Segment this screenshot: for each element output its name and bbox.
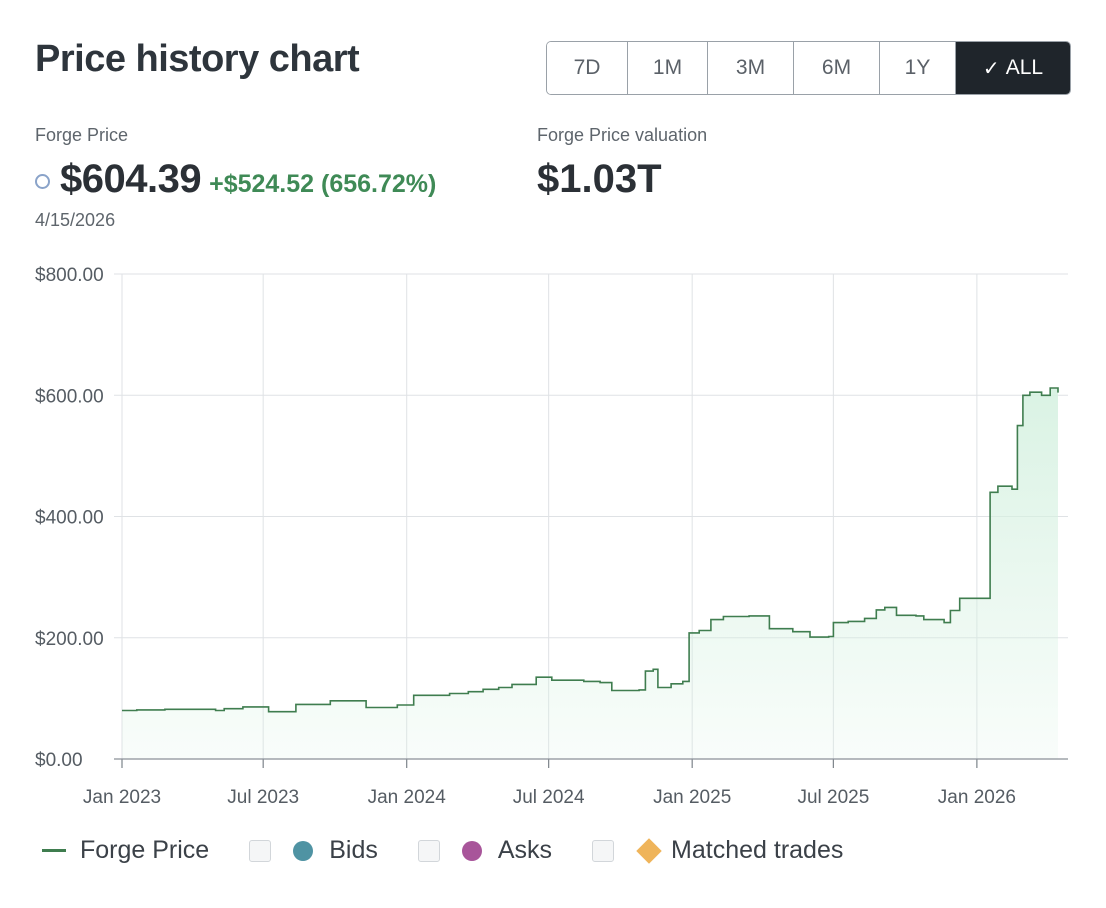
price-date: 4/15/2026 xyxy=(35,210,116,230)
legend-matched-trades[interactable]: Matched trades xyxy=(592,836,843,865)
x-tick-label: Jan 2026 xyxy=(938,787,1016,808)
line-swatch-icon xyxy=(42,849,66,852)
price-area xyxy=(122,388,1058,759)
range-label: 7D xyxy=(573,56,601,79)
legend-label: Bids xyxy=(329,836,378,864)
price-change: +$524.52 (656.72%) xyxy=(209,170,437,198)
x-tick-label: Jan 2025 xyxy=(653,787,731,808)
check-icon: ✓ xyxy=(982,57,1000,80)
x-tick-label: Jan 2024 xyxy=(368,787,447,808)
current-price: $604.39 xyxy=(60,157,202,201)
page-title: Price history chart xyxy=(35,38,360,80)
legend-label: Forge Price xyxy=(80,836,210,864)
y-tick-label: $800.00 xyxy=(35,265,104,286)
valuation-label: Forge Price valuation xyxy=(537,125,708,145)
price-row: $604.39 +$524.52 (656.72%) xyxy=(35,157,436,202)
range-label: 1Y xyxy=(904,56,931,79)
diamond-icon xyxy=(636,837,662,864)
bids-dot-icon xyxy=(293,840,314,861)
range-1m-button[interactable]: 1M xyxy=(628,42,708,94)
legend-label: Matched trades xyxy=(671,836,844,864)
range-7d-button[interactable]: 7D xyxy=(547,42,628,94)
range-label: 3M xyxy=(735,56,766,79)
asks-checkbox[interactable] xyxy=(417,839,440,862)
price-label: Forge Price xyxy=(35,125,129,145)
chart-legend: Forge Price Bids Asks Matched trades xyxy=(42,836,883,865)
legend-asks[interactable]: Asks xyxy=(417,836,553,865)
range-selector: 7D 1M 3M 6M 1Y ✓ ALL xyxy=(546,41,1071,95)
legend-label: Asks xyxy=(497,836,553,864)
y-tick-label: $400.00 xyxy=(35,508,104,529)
x-tick-label: Jul 2024 xyxy=(513,787,585,808)
x-tick-label: Jan 2023 xyxy=(83,787,161,808)
x-tick-label: Jul 2025 xyxy=(797,787,869,808)
asks-dot-icon xyxy=(461,840,482,861)
circle-icon xyxy=(35,174,50,189)
range-label: ALL xyxy=(1005,56,1044,79)
valuation-value: $1.03T xyxy=(537,157,662,201)
bids-checkbox[interactable] xyxy=(249,839,272,862)
y-tick-label: $600.00 xyxy=(35,386,104,407)
range-all-button[interactable]: ✓ ALL xyxy=(956,42,1070,94)
range-3m-button[interactable]: 3M xyxy=(708,42,794,94)
range-6m-button[interactable]: 6M xyxy=(794,42,880,94)
range-label: 6M xyxy=(821,56,852,79)
x-tick-label: Jul 2023 xyxy=(227,787,299,808)
y-tick-label: $200.00 xyxy=(35,629,104,650)
legend-bids[interactable]: Bids xyxy=(249,836,378,865)
range-label: 1M xyxy=(652,56,683,79)
legend-forge-price[interactable]: Forge Price xyxy=(42,836,209,865)
range-1y-button[interactable]: 1Y xyxy=(880,42,956,94)
y-tick-label: $0.00 xyxy=(35,750,83,771)
price-chart: $0.00 $200.00 $400.00 $600.00 $800.00 Jan 202… xyxy=(35,265,1068,808)
price-line xyxy=(122,387,1059,713)
matched-trades-checkbox[interactable] xyxy=(592,839,615,862)
